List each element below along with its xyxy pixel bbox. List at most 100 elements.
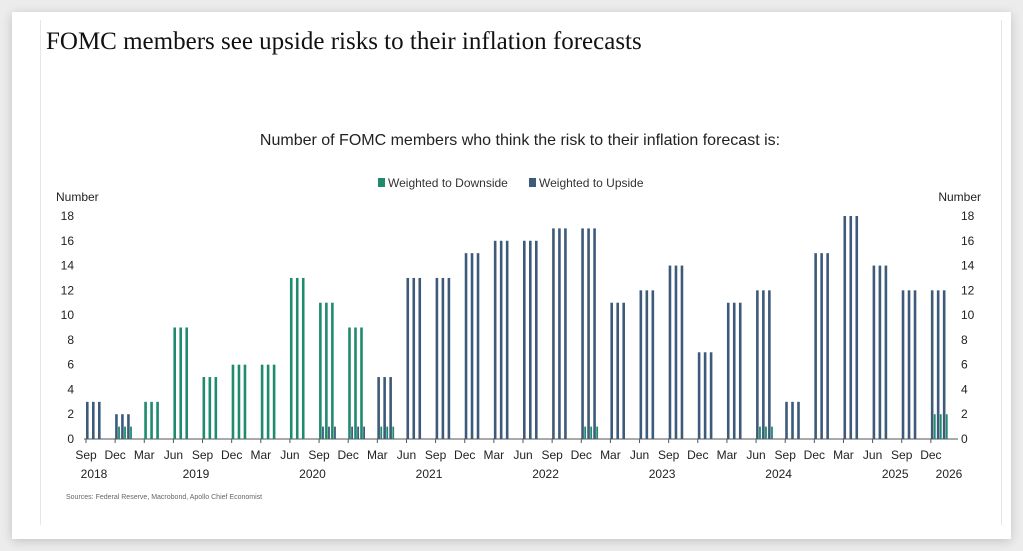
x-month-label: Jun [746, 448, 765, 462]
bar-downside [295, 277, 299, 439]
legend-label-downside: Weighted to Downside [388, 176, 508, 190]
bar-upside [907, 290, 911, 439]
bar-upside [639, 290, 643, 439]
x-year-label: 2018 [81, 467, 108, 481]
bar-downside [596, 426, 599, 439]
y-axis-label-left: Number [56, 190, 99, 204]
x-month-label: Sep [308, 448, 330, 462]
bar-downside [243, 364, 247, 439]
bar-upside [406, 277, 410, 439]
x-month-label: Jun [280, 448, 299, 462]
x-month-label: Jun [513, 448, 532, 462]
y-tick-right: 16 [961, 234, 975, 248]
bar-upside [328, 426, 330, 439]
x-month-label: Mar [717, 448, 738, 462]
bar-upside [377, 377, 380, 439]
bar-upside [464, 253, 468, 439]
x-year-label: 2021 [416, 467, 443, 481]
x-month-label: Sep [658, 448, 680, 462]
bar-downside [237, 364, 241, 439]
bar-upside [115, 414, 118, 439]
bar-downside [939, 414, 942, 439]
bar-upside [616, 302, 619, 439]
y-tick-left: 12 [61, 283, 75, 297]
bar-upside [389, 377, 392, 439]
x-month-label: Dec [804, 448, 825, 462]
y-tick-right: 6 [961, 358, 968, 372]
y-tick-left: 16 [61, 234, 75, 248]
x-month-label: Sep [775, 448, 797, 462]
y-tick-right: 12 [961, 283, 975, 297]
bar-downside [214, 377, 218, 439]
x-month-label: Dec [221, 448, 242, 462]
y-tick-left: 18 [61, 209, 75, 223]
x-month-label: Mar [600, 448, 621, 462]
y-tick-left: 8 [67, 333, 74, 347]
x-month-label: Sep [75, 448, 97, 462]
x-year-label: 2024 [765, 467, 792, 481]
bar-upside [447, 277, 451, 439]
x-month-label: Sep [891, 448, 913, 462]
bar-upside [92, 401, 95, 439]
bar-downside [325, 302, 328, 439]
y-tick-right: 14 [961, 259, 975, 273]
bar-downside [301, 277, 305, 439]
bar-upside [535, 240, 538, 439]
y-tick-left: 6 [67, 358, 74, 372]
bar-upside [593, 228, 596, 439]
bar-upside [581, 228, 584, 439]
bar-upside [121, 414, 124, 439]
x-month-label: Mar [250, 448, 271, 462]
bar-downside [933, 414, 936, 439]
bar-upside [587, 228, 590, 439]
bar-upside [674, 265, 678, 439]
bar-upside [872, 265, 876, 439]
x-month-label: Dec [454, 448, 475, 462]
bar-upside [610, 302, 613, 439]
bar-upside [756, 290, 759, 439]
bar-downside [590, 426, 593, 439]
bar-downside [945, 414, 948, 439]
legend-swatch-downside [378, 178, 385, 187]
bar-upside [901, 290, 905, 439]
x-month-label: Jun [397, 448, 416, 462]
x-month-label: Mar [484, 448, 505, 462]
bar-upside [843, 216, 847, 439]
x-year-label: 2019 [183, 467, 210, 481]
x-year-label: 2025 [882, 467, 909, 481]
x-month-label: Sep [541, 448, 563, 462]
legend-label-upside: Weighted to Upside [539, 176, 644, 190]
bar-upside [884, 265, 888, 439]
bar-downside [231, 364, 235, 439]
y-tick-right: 10 [961, 308, 975, 322]
bar-downside [130, 426, 132, 439]
x-month-label: Sep [192, 448, 214, 462]
bar-upside [622, 302, 625, 439]
bar-downside [260, 364, 264, 439]
bar-upside [768, 290, 771, 439]
bar-upside [523, 240, 526, 439]
bar-upside [412, 277, 416, 439]
bar-downside [208, 377, 212, 439]
bar-upside [878, 265, 882, 439]
y-tick-right: 2 [961, 407, 968, 421]
bar-downside [360, 327, 363, 439]
bar-upside [849, 216, 853, 439]
bar-upside [357, 426, 359, 439]
y-tick-left: 14 [61, 259, 75, 273]
bar-downside [348, 327, 351, 439]
bar-downside [289, 277, 293, 439]
bar-upside [418, 277, 422, 439]
bar-upside [127, 414, 130, 439]
bar-downside [266, 364, 270, 439]
bar-upside [645, 290, 649, 439]
bar-downside [765, 426, 767, 439]
bar-downside [272, 364, 276, 439]
bar-upside [942, 290, 946, 439]
chart-title: Number of FOMC members who think the ris… [260, 132, 780, 149]
x-year-label: 2023 [649, 467, 676, 481]
bar-upside [470, 253, 474, 439]
bar-downside [759, 426, 761, 439]
bar-downside [771, 426, 773, 439]
x-year-label: 2020 [299, 467, 326, 481]
